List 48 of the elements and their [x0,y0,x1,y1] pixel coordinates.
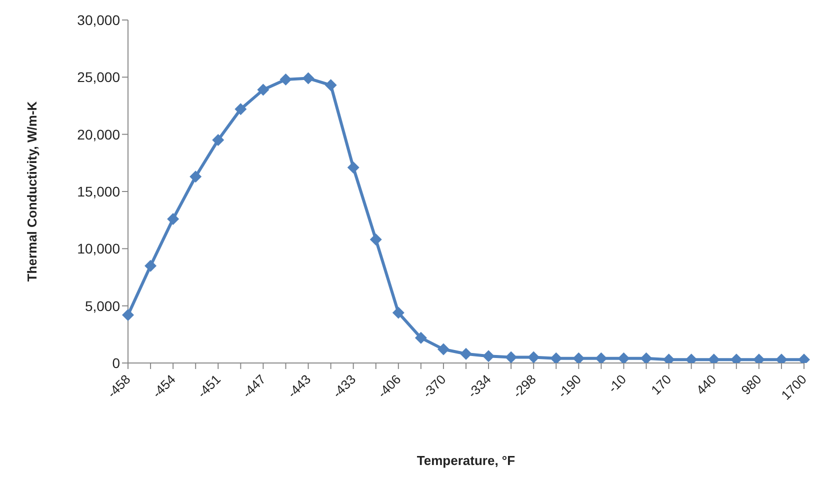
point [212,134,224,146]
y-tick-label: 10,000 [77,240,120,257]
y-tick-label: 5,000 [84,298,120,314]
x-tick-label: 980 [738,372,764,398]
point [167,212,180,225]
x-tick-label: -447 [239,372,269,401]
y-tick-label: 15,000 [77,183,120,200]
y-tick-label: 20,000 [77,126,120,142]
point [460,348,472,360]
point [347,161,360,174]
x-axis-title: Temperature, °F [416,453,516,468]
x-tick-label: -334 [464,372,494,401]
x-tick-label: -298 [510,372,539,401]
point [505,351,518,363]
x-tick-label: 440 [693,372,720,398]
point [595,352,608,363]
x-tick-label: -370 [420,372,449,401]
point [190,170,202,183]
x-tick-label: -190 [554,372,584,401]
point [257,84,270,96]
x-tick-label: -433 [330,372,359,401]
y-axis-title: Thermal Conductivity, W/m-K [24,100,40,282]
point [572,352,585,363]
x-tick-label: -10 [605,372,630,396]
x-tick-label: -454 [149,372,178,401]
point [550,352,562,363]
point [280,73,292,86]
x-tick-label: -458 [104,372,134,401]
x-tick-label: -406 [374,372,404,401]
point [144,260,157,272]
point [618,352,630,363]
x-tick-label: -451 [194,372,224,401]
x-tick-label: -443 [284,372,314,401]
point [414,332,427,344]
point [370,234,382,246]
point [234,103,247,116]
point [640,352,652,363]
point [528,351,540,363]
y-tick-label: 0 [112,354,120,371]
point [437,343,450,356]
point [482,350,495,362]
y-tick-label: 30,000 [77,12,120,28]
x-tick-label: 170 [648,372,674,398]
point [392,306,404,319]
point [122,308,134,321]
y-tick-label: 25,000 [77,69,120,86]
point [324,79,337,92]
point [302,72,314,84]
